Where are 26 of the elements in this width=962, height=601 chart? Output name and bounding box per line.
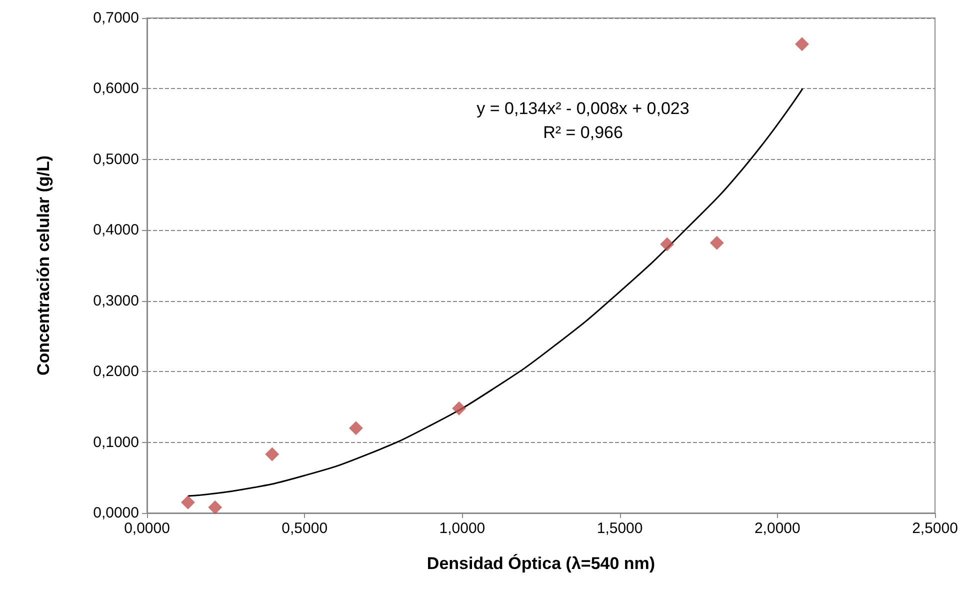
point — [180, 495, 195, 510]
y-tick-label: 0,1000 — [93, 434, 139, 451]
y-tick-label: 0,5000 — [93, 150, 139, 168]
point — [710, 236, 724, 250]
y-tick-label: 0,2000 — [93, 363, 139, 380]
y-axis-title: Concentración celular (g/L) — [34, 155, 53, 376]
point — [265, 447, 280, 462]
x-tick-label: 0,0000 — [124, 520, 170, 537]
point — [208, 500, 222, 514]
x-tick-label: 2,0000 — [754, 520, 800, 537]
x-axis-title: Densidad Óptica (λ=540 nm) — [426, 553, 656, 573]
point — [794, 37, 809, 52]
point — [660, 237, 674, 252]
x-tick-label: 2,5000 — [912, 520, 958, 537]
annotation: R² = 0,966 — [543, 123, 623, 142]
y-tick-label: 0,3000 — [93, 292, 139, 310]
x-tick-label: 0,5000 — [282, 520, 328, 537]
annotation: y = 0,134x² - 0,008x + 0,023 — [476, 99, 690, 118]
y-tick-label: 0,0000 — [93, 504, 139, 522]
point — [348, 421, 363, 436]
y-tick-label: 0,7000 — [93, 10, 139, 26]
y-tick-label: 0,4000 — [93, 222, 139, 239]
point — [452, 401, 466, 416]
y-tick-label: 0,6000 — [93, 80, 139, 98]
x-tick-label: 1,0000 — [439, 520, 486, 537]
x-tick-label: 1,5000 — [596, 520, 643, 537]
